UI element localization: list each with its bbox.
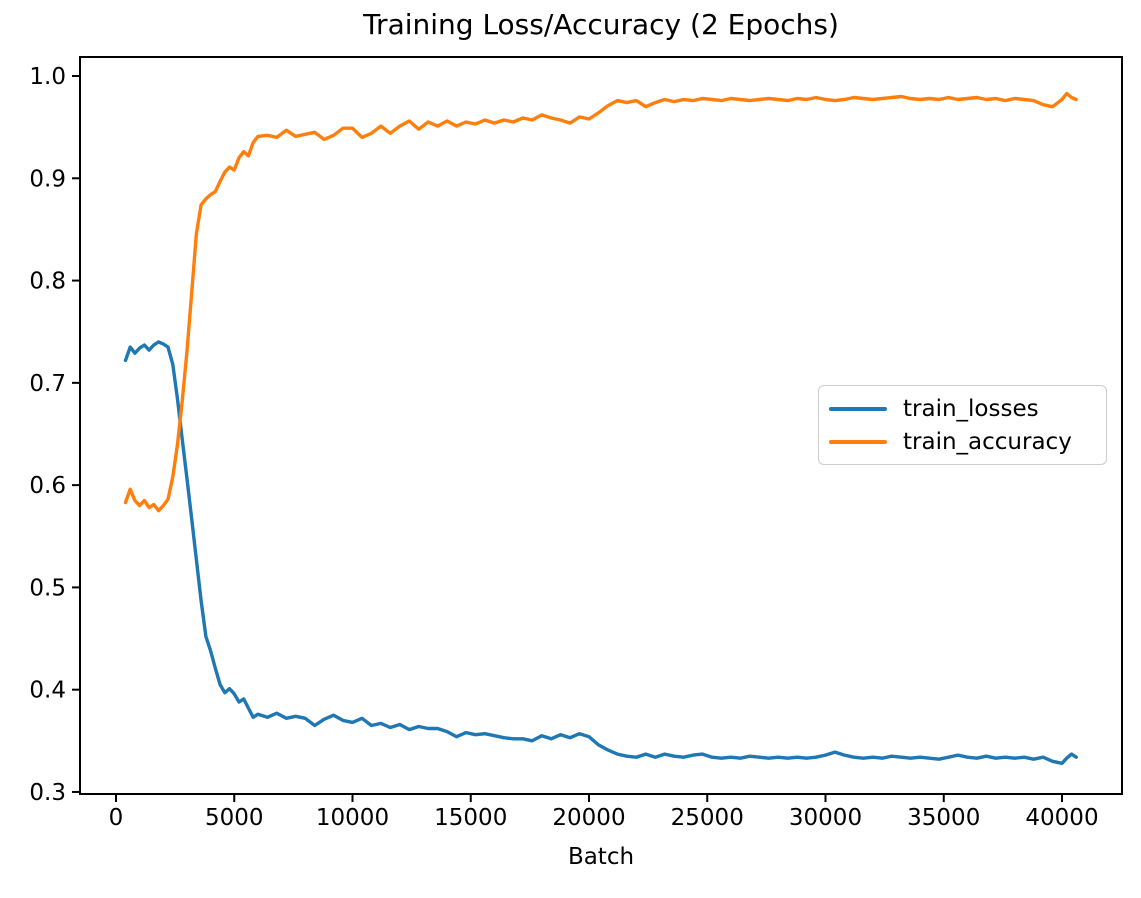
x-tick-label: 35000 [907, 805, 980, 831]
series-line-train_accuracy [123, 91, 1078, 513]
legend-line-swatch-train-losses [829, 406, 887, 411]
legend-item-train-accuracy: train_accuracy [829, 425, 1094, 458]
x-tick-label: 0 [109, 805, 124, 831]
series-line-train_losses [123, 340, 1078, 765]
y-tick-label: 1.0 [29, 64, 66, 90]
y-tick-label: 0.8 [29, 269, 66, 295]
y-tick-label: 0.3 [29, 780, 66, 806]
legend-item-train-losses: train_losses [829, 392, 1094, 425]
y-tick-label: 0.7 [29, 371, 66, 397]
legend: train_losses train_accuracy [818, 385, 1107, 465]
y-tick-label: 0.9 [29, 166, 66, 192]
x-axis-label: Batch [567, 844, 635, 870]
x-tick-label: 25000 [671, 805, 744, 831]
x-tick-label: 40000 [1025, 805, 1098, 831]
y-tick-label: 0.4 [29, 678, 66, 704]
legend-line-swatch-train-accuracy [829, 439, 887, 444]
x-tick-label: 30000 [789, 805, 862, 831]
x-tick-label: 10000 [316, 805, 389, 831]
y-tick-label: 0.6 [29, 473, 66, 499]
x-tick-label: 20000 [552, 805, 625, 831]
chart-title: Training Loss/Accuracy (2 Epochs) [363, 8, 839, 41]
y-tick-label: 0.5 [29, 575, 66, 601]
x-tick-label: 15000 [434, 805, 507, 831]
legend-label-train-accuracy: train_accuracy [903, 428, 1072, 455]
axes-frame [79, 56, 1123, 795]
x-tick-label: 5000 [205, 805, 264, 831]
legend-label-train-losses: train_losses [903, 395, 1039, 422]
